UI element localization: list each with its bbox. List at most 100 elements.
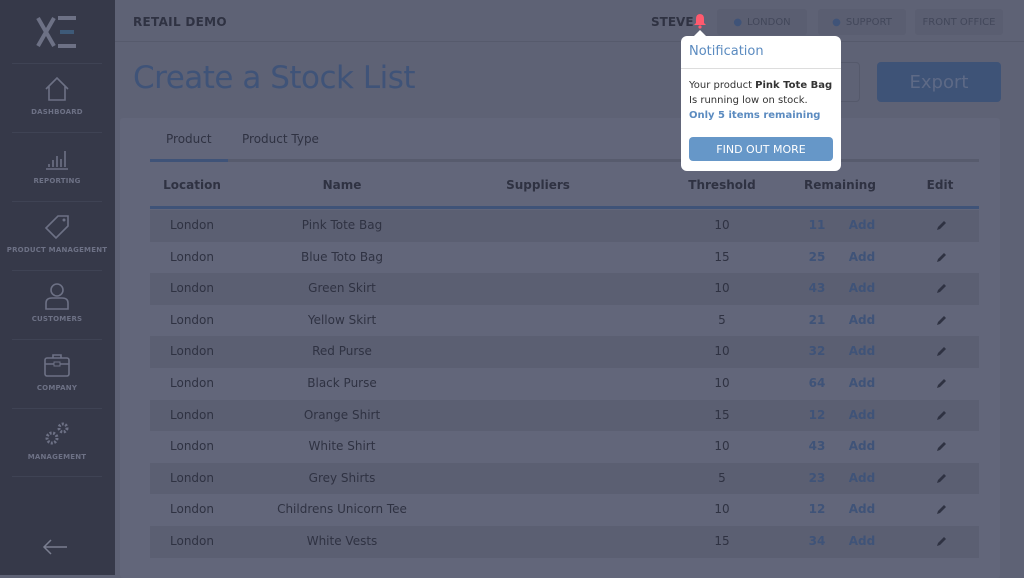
pencil-icon[interactable] — [935, 315, 947, 327]
cell-threshold: 15 — [714, 533, 730, 548]
pencil-icon[interactable] — [935, 504, 947, 516]
support-label: SUPPORT — [845, 16, 892, 28]
add-button[interactable]: Add — [848, 533, 876, 548]
header-threshold[interactable]: Threshold — [688, 178, 756, 192]
header-location[interactable]: Location — [163, 178, 221, 192]
cell-remaining: 12 — [808, 407, 826, 422]
cell-location: London — [170, 218, 214, 232]
cell-threshold: 10 — [714, 218, 730, 232]
bell-icon[interactable] — [693, 13, 707, 29]
sidebar-item-product-management[interactable]: PRODUCT MANAGEMENT — [7, 201, 107, 270]
pencil-icon[interactable] — [935, 220, 947, 232]
table-row: London White Vests 15 34 Add — [150, 525, 979, 558]
table-row: London Blue Toto Bag 15 25 Add — [150, 242, 979, 274]
add-button[interactable]: Add — [848, 312, 876, 327]
cell-location: London — [170, 281, 214, 296]
add-button[interactable]: Add — [848, 439, 876, 454]
top-bar: RETAIL DEMO STEVE ● LONDON ● SUPPORT FRONT… — [115, 0, 1024, 42]
cell-threshold: 10 — [714, 502, 730, 517]
sidebar: DASHBOARD REPORTING PRODUCT MANAGEMENT C… — [0, 0, 115, 575]
pencil-icon[interactable] — [935, 473, 947, 485]
cell-threshold: 10 — [714, 375, 730, 390]
cell-remaining: 64 — [808, 375, 826, 390]
notification-title: Notification — [681, 36, 841, 69]
page-title: Create a Stock List — [133, 60, 416, 96]
find-out-more-button[interactable]: FIND OUT MORE — [689, 137, 833, 161]
sidebar-item-label: COMPANY — [36, 384, 78, 392]
add-button[interactable]: Add — [848, 344, 876, 359]
add-button[interactable]: Add — [848, 375, 876, 390]
sidebar-item-reporting[interactable]: REPORTING — [12, 132, 102, 201]
add-button[interactable]: Add — [848, 281, 876, 296]
cell-location: London — [170, 249, 214, 264]
table-row: London Pink Tote Bag 10 11 Add — [150, 210, 979, 242]
table-row: London Green Skirt 10 43 Add — [150, 273, 979, 305]
cell-threshold: 5 — [718, 470, 726, 485]
notification-highlight: Only 5 items remaining — [689, 110, 821, 121]
sidebar-item-management[interactable]: MANAGEMENT — [12, 408, 102, 477]
cell-name: White Vests — [306, 533, 378, 548]
cell-location: London — [170, 344, 214, 359]
table-row: London Black Purse 10 64 Add — [150, 368, 979, 400]
cell-location: London — [170, 407, 214, 422]
add-button[interactable]: Add — [848, 218, 876, 232]
cell-remaining: 21 — [808, 312, 826, 327]
cell-threshold: 10 — [714, 344, 730, 359]
sidebar-item-label: MANAGEMENT — [27, 453, 87, 461]
cell-name: Yellow Skirt — [307, 312, 377, 327]
cell-name: Blue Toto Bag — [300, 249, 384, 264]
pencil-icon[interactable] — [935, 536, 947, 548]
table-body: London Pink Tote Bag 10 11 Add London Blue Tot… — [150, 210, 979, 558]
notification-popup: Notification Your product Pink Tote Bag … — [681, 30, 841, 171]
cell-threshold: 10 — [714, 281, 730, 296]
add-button[interactable]: Add — [848, 470, 876, 485]
cell-remaining: 43 — [808, 281, 826, 296]
cell-threshold: 10 — [714, 439, 730, 454]
briefcase-icon — [44, 354, 70, 377]
pencil-icon[interactable] — [935, 346, 947, 358]
support-button[interactable]: ● SUPPORT — [818, 9, 906, 35]
arrow-left-icon[interactable] — [42, 538, 68, 556]
pencil-icon[interactable] — [935, 283, 947, 295]
sidebar-item-label: DASHBOARD — [31, 108, 83, 116]
sidebar-item-label: PRODUCT MANAGEMENT — [6, 246, 108, 254]
header-name[interactable]: Name — [322, 178, 362, 192]
cell-name: Black Purse — [307, 375, 377, 390]
cell-location: London — [170, 439, 214, 454]
pencil-icon[interactable] — [935, 252, 947, 264]
user-name[interactable]: STEVE — [651, 15, 694, 29]
cell-location: London — [170, 502, 214, 517]
active-tab-indicator — [150, 159, 228, 162]
cell-threshold: 15 — [714, 407, 730, 422]
pencil-icon[interactable] — [935, 378, 947, 390]
table-row: London White Shirt 10 43 Add — [150, 431, 979, 463]
cell-remaining: 34 — [808, 533, 826, 548]
add-button[interactable]: Add — [848, 407, 876, 422]
sidebar-item-company[interactable]: COMPANY — [12, 339, 102, 408]
header-suppliers[interactable]: Suppliers — [506, 178, 570, 192]
home-icon — [45, 76, 69, 101]
table-row: London Red Purse 10 32 Add — [150, 336, 979, 368]
location-button[interactable]: ● LONDON — [717, 9, 807, 35]
cell-location: London — [170, 312, 214, 327]
gears-icon — [45, 422, 69, 445]
pencil-icon[interactable] — [935, 441, 947, 453]
add-button[interactable]: Add — [848, 502, 876, 517]
tab-product[interactable]: Product — [166, 132, 212, 146]
cell-name: Pink Tote Bag — [301, 218, 383, 232]
front-office-button[interactable]: FRONT OFFICE — [915, 9, 1003, 35]
export-button[interactable]: Export — [877, 62, 1001, 102]
table-row: London Orange Shirt 15 12 Add — [150, 399, 979, 432]
cell-name: Orange Shirt — [303, 407, 381, 422]
map-pin-icon: ● — [733, 16, 743, 28]
header-edit: Edit — [926, 178, 954, 192]
sidebar-item-customers[interactable]: CUSTOMERS — [12, 270, 102, 339]
front-office-label: FRONT OFFICE — [922, 16, 996, 28]
pencil-icon[interactable] — [935, 410, 947, 422]
notification-text: Your product — [689, 80, 756, 91]
table-header: Location Name Suppliers Threshold Remain… — [150, 174, 979, 209]
header-remaining[interactable]: Remaining — [804, 178, 876, 192]
tab-product-type[interactable]: Product Type — [242, 132, 319, 146]
add-button[interactable]: Add — [848, 249, 876, 264]
sidebar-item-dashboard[interactable]: DASHBOARD — [12, 63, 102, 132]
